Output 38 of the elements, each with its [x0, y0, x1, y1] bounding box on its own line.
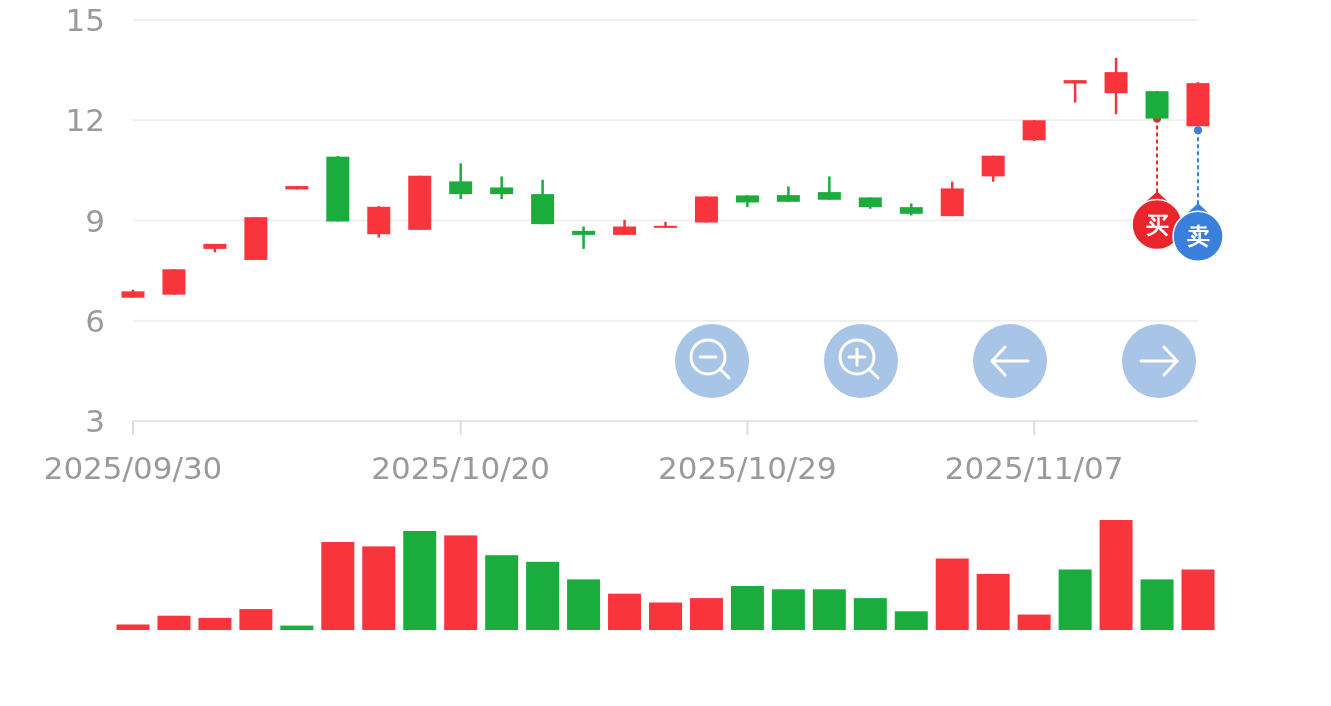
bar [403, 531, 437, 630]
bar [239, 609, 273, 630]
bar [157, 615, 191, 630]
annotation: 买 [1145, 211, 1169, 238]
bar [280, 625, 314, 630]
y-tick-label: 3 [85, 403, 105, 439]
bar [444, 535, 478, 630]
x-tick-label: 2025/10/20 [371, 450, 551, 486]
bar [935, 558, 969, 630]
bar [1099, 520, 1133, 630]
bar [198, 617, 232, 630]
y-tick-label: 9 [85, 202, 105, 239]
bar [1058, 569, 1092, 630]
bar [730, 586, 764, 630]
bar [362, 546, 396, 630]
y-tick-label: 15 [65, 2, 105, 38]
bar [689, 598, 723, 630]
bar [1181, 569, 1215, 630]
x-tick-label: 2025/11/07 [944, 450, 1124, 486]
bar [649, 602, 682, 630]
annotation: 卖 [1186, 223, 1210, 250]
bar [608, 593, 642, 630]
bar [853, 598, 887, 630]
bar [485, 555, 519, 630]
bar [567, 579, 601, 630]
y-tick-label: 6 [85, 302, 105, 339]
bar [1140, 579, 1174, 630]
bar [976, 573, 1010, 630]
x-tick-label: 2025/10/29 [658, 450, 837, 486]
x-tick-label: 2025/09/30 [43, 450, 223, 486]
bar [321, 542, 355, 630]
bar [116, 624, 150, 630]
bar [526, 561, 560, 630]
bar [894, 611, 928, 630]
bar [771, 589, 805, 630]
bar [1017, 614, 1051, 630]
bar [812, 589, 846, 630]
y-tick-label: 12 [65, 102, 105, 139]
